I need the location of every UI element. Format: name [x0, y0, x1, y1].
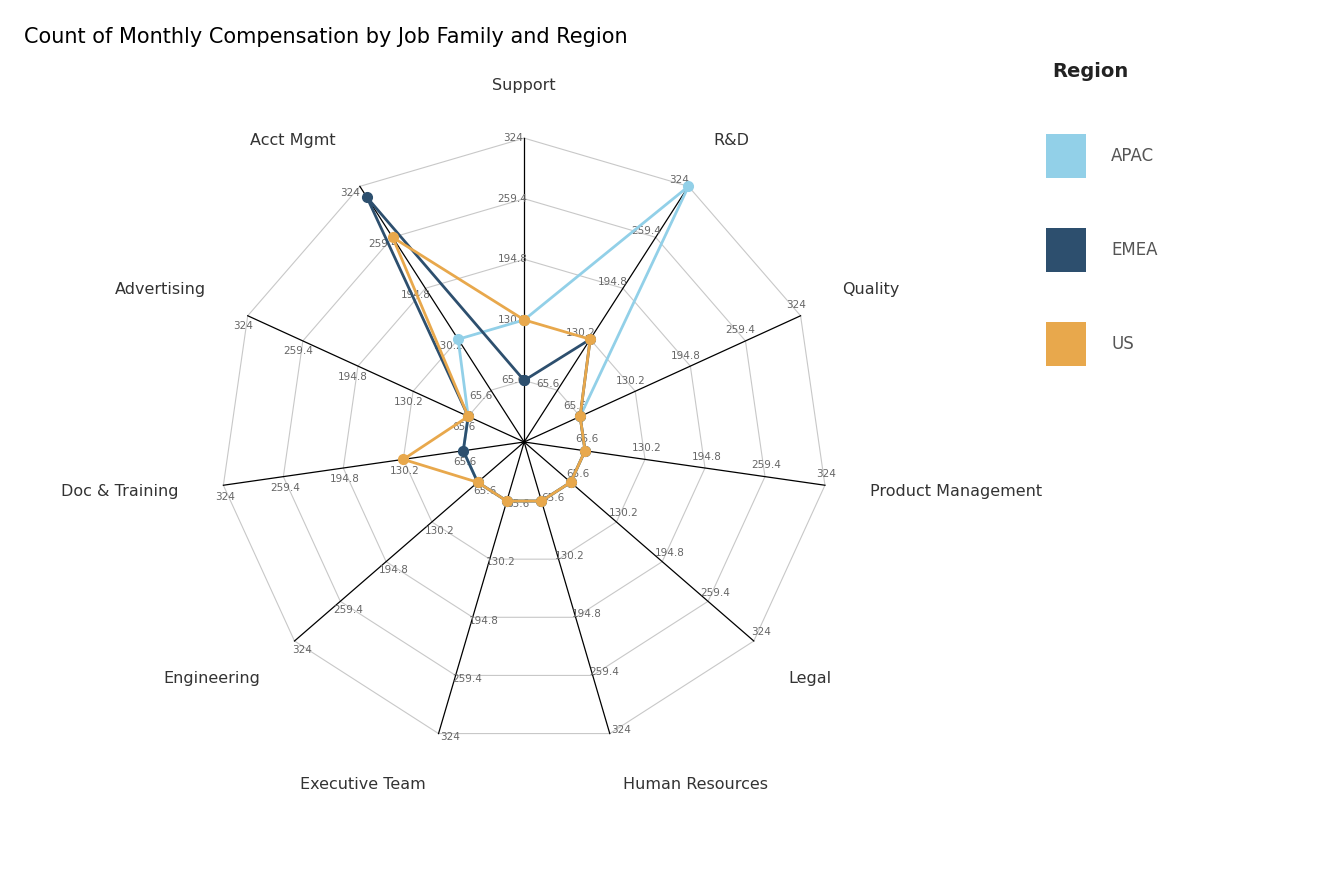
Text: 259.4: 259.4 — [726, 325, 755, 335]
Text: 259.4: 259.4 — [751, 461, 782, 470]
Text: 194.8: 194.8 — [598, 277, 628, 287]
Text: 65.6: 65.6 — [575, 434, 598, 445]
FancyBboxPatch shape — [1046, 228, 1086, 271]
Text: 259.4: 259.4 — [333, 605, 363, 615]
Text: 324: 324 — [503, 133, 523, 143]
Text: 324: 324 — [340, 187, 360, 198]
Text: 65.6: 65.6 — [563, 401, 587, 411]
Text: 130.2: 130.2 — [566, 328, 595, 338]
Text: 324: 324 — [751, 628, 771, 637]
Text: Region: Region — [1052, 62, 1129, 80]
Text: 194.8: 194.8 — [379, 566, 409, 575]
Text: 259.4: 259.4 — [589, 667, 618, 677]
Text: Quality: Quality — [843, 282, 899, 297]
Text: 324: 324 — [439, 732, 460, 742]
Text: 65.6: 65.6 — [473, 486, 497, 496]
Text: 259.4: 259.4 — [452, 674, 481, 683]
Text: 259.4: 259.4 — [284, 347, 313, 356]
Text: Human Resources: Human Resources — [622, 777, 767, 792]
Text: 65.6: 65.6 — [567, 469, 590, 478]
Text: 130.2: 130.2 — [394, 397, 423, 407]
Text: US: US — [1111, 335, 1134, 353]
Text: 259.4: 259.4 — [270, 483, 300, 493]
Text: 65.6: 65.6 — [501, 376, 524, 385]
Text: Product Management: Product Management — [870, 484, 1042, 499]
Text: R&D: R&D — [714, 133, 749, 148]
Text: 324: 324 — [786, 301, 805, 310]
Text: 130.2: 130.2 — [555, 551, 585, 561]
Text: Executive Team: Executive Team — [300, 777, 426, 792]
Text: 259.4: 259.4 — [632, 226, 661, 236]
Text: 65.6: 65.6 — [452, 422, 474, 432]
Text: EMEA: EMEA — [1111, 241, 1157, 259]
Text: 194.8: 194.8 — [655, 548, 684, 558]
Text: 130.2: 130.2 — [497, 315, 527, 325]
Text: 194.8: 194.8 — [571, 609, 602, 619]
Text: 130.2: 130.2 — [425, 526, 454, 536]
FancyBboxPatch shape — [1046, 134, 1086, 178]
Text: 130.2: 130.2 — [632, 443, 661, 453]
FancyBboxPatch shape — [1046, 322, 1086, 366]
Text: 65.6: 65.6 — [540, 492, 564, 503]
Text: 324: 324 — [817, 469, 836, 479]
Text: Count of Monthly Compensation by Job Family and Region: Count of Monthly Compensation by Job Fam… — [24, 27, 628, 47]
Text: 194.8: 194.8 — [692, 452, 722, 461]
Text: 259.4: 259.4 — [700, 588, 731, 598]
Text: Engineering: Engineering — [163, 671, 259, 686]
Text: 194.8: 194.8 — [469, 615, 499, 626]
Text: Support: Support — [492, 78, 556, 93]
Text: 259.4: 259.4 — [368, 239, 398, 248]
Text: 65.6: 65.6 — [469, 392, 493, 401]
Text: 130.2: 130.2 — [434, 340, 464, 351]
Text: Doc & Training: Doc & Training — [60, 484, 179, 499]
Text: 130.2: 130.2 — [487, 558, 516, 568]
Text: 65.6: 65.6 — [507, 499, 530, 509]
Text: 324: 324 — [215, 492, 235, 502]
Text: APAC: APAC — [1111, 147, 1154, 165]
Text: 65.6: 65.6 — [536, 379, 559, 389]
Text: 324: 324 — [669, 175, 688, 185]
Text: 194.8: 194.8 — [331, 475, 360, 484]
Text: 324: 324 — [612, 725, 630, 735]
Text: Acct Mgmt: Acct Mgmt — [250, 133, 335, 148]
Text: 324: 324 — [292, 644, 312, 655]
Text: 194.8: 194.8 — [671, 351, 700, 361]
Text: Advertising: Advertising — [116, 282, 206, 297]
Text: 65.6: 65.6 — [453, 457, 477, 467]
Text: Legal: Legal — [789, 671, 832, 686]
Text: 259.4: 259.4 — [497, 194, 528, 203]
Text: 130.2: 130.2 — [616, 376, 645, 385]
Text: 194.8: 194.8 — [497, 255, 528, 264]
Text: 324: 324 — [233, 321, 253, 332]
Text: 194.8: 194.8 — [401, 290, 430, 300]
Text: 130.2: 130.2 — [609, 508, 638, 518]
Text: 194.8: 194.8 — [339, 371, 368, 382]
Text: 130.2: 130.2 — [390, 466, 419, 476]
